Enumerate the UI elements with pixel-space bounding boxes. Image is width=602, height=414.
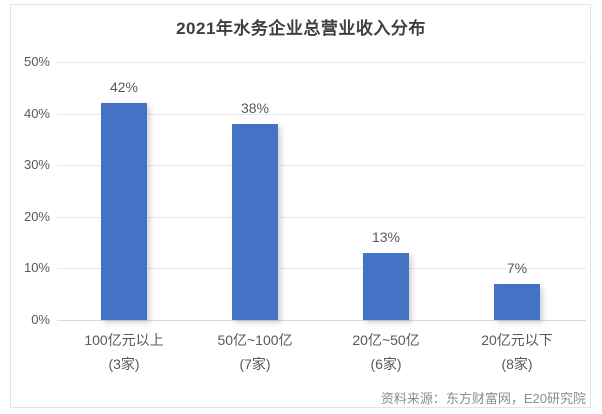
bar-50亿~100亿 xyxy=(232,123,278,320)
bar-value-label: 38% xyxy=(240,99,270,116)
x-axis-label: 100亿元以上 (3家) xyxy=(84,332,164,372)
y-tick-label: 10% xyxy=(23,260,50,276)
bar-value-label: 7% xyxy=(506,259,528,276)
bar-value-label: 13% xyxy=(371,228,401,245)
gridline-0% xyxy=(57,320,586,321)
bar-20亿~50亿 xyxy=(363,252,409,320)
gridline-40% xyxy=(57,113,586,115)
bar-100亿元以上 xyxy=(101,103,147,320)
chart-title: 2021年水务企业总营业收入分布 xyxy=(176,19,426,38)
y-tick-label: 40% xyxy=(23,105,50,121)
y-tick-label: 50% xyxy=(23,54,50,69)
x-axis-label: 20亿元以下 (8家) xyxy=(481,332,553,372)
y-tick-label: 20% xyxy=(23,208,50,224)
y-tick-label: 0% xyxy=(31,312,50,327)
gridline-10% xyxy=(57,268,586,270)
x-axis-label: 50亿~100亿 (7家) xyxy=(217,332,293,372)
x-axis-label: 20亿~50亿 (6家) xyxy=(352,332,420,372)
gridline-20% xyxy=(57,216,586,218)
bar-value-label: 42% xyxy=(109,79,139,96)
gridline-50% xyxy=(57,62,586,63)
bar-20亿元以下 xyxy=(494,283,540,320)
gridline-30% xyxy=(57,165,586,167)
source-note: 资料来源：东方财富网，E20研究院 xyxy=(380,391,586,406)
y-tick-label: 30% xyxy=(23,157,50,173)
